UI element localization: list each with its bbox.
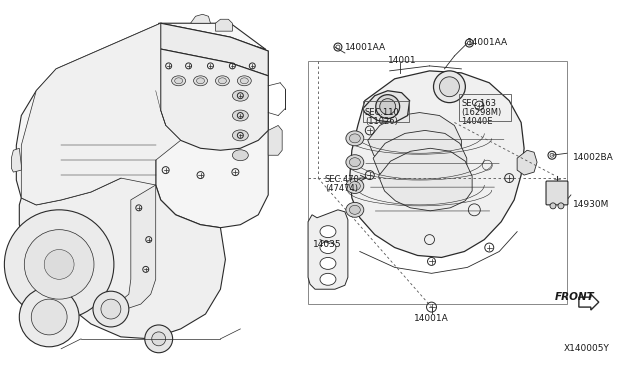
Ellipse shape <box>346 179 364 193</box>
Polygon shape <box>186 39 265 165</box>
Circle shape <box>550 203 556 209</box>
Ellipse shape <box>232 110 248 121</box>
Bar <box>460 94 511 122</box>
Polygon shape <box>363 91 410 122</box>
Polygon shape <box>268 125 282 155</box>
Text: 14040E: 14040E <box>461 116 493 125</box>
Text: 14001AA: 14001AA <box>345 43 386 52</box>
Bar <box>363 101 408 122</box>
Ellipse shape <box>346 131 364 146</box>
Polygon shape <box>191 14 211 23</box>
Ellipse shape <box>172 76 186 86</box>
Text: 14035: 14035 <box>313 240 342 248</box>
Ellipse shape <box>349 182 360 190</box>
Polygon shape <box>21 23 180 205</box>
Ellipse shape <box>346 155 364 170</box>
Polygon shape <box>350 71 524 257</box>
Circle shape <box>440 77 460 97</box>
Ellipse shape <box>196 78 205 84</box>
Ellipse shape <box>241 78 248 84</box>
Ellipse shape <box>193 76 207 86</box>
Polygon shape <box>517 150 537 175</box>
Polygon shape <box>111 185 156 309</box>
Circle shape <box>145 325 173 353</box>
Polygon shape <box>216 19 232 31</box>
Ellipse shape <box>349 134 360 143</box>
Text: 14930M: 14930M <box>573 200 609 209</box>
Polygon shape <box>373 131 467 193</box>
Polygon shape <box>308 210 348 289</box>
Circle shape <box>44 250 74 279</box>
Text: SEC.470: SEC.470 <box>325 175 360 184</box>
Text: FRONT: FRONT <box>555 292 595 302</box>
Ellipse shape <box>216 76 229 86</box>
Ellipse shape <box>349 205 360 214</box>
Circle shape <box>24 230 94 299</box>
Circle shape <box>380 99 396 115</box>
Ellipse shape <box>320 257 336 269</box>
Ellipse shape <box>349 158 360 167</box>
Text: SEC.110: SEC.110 <box>365 108 399 116</box>
Circle shape <box>19 287 79 347</box>
FancyBboxPatch shape <box>546 181 568 205</box>
Ellipse shape <box>232 90 248 101</box>
Ellipse shape <box>320 273 336 285</box>
Circle shape <box>4 210 114 319</box>
Polygon shape <box>159 23 265 61</box>
Circle shape <box>558 203 564 209</box>
Ellipse shape <box>232 150 248 161</box>
Circle shape <box>376 95 399 119</box>
Text: X140005Y: X140005Y <box>564 344 610 353</box>
Text: (16298M): (16298M) <box>461 108 502 116</box>
Bar <box>308 61 567 304</box>
Polygon shape <box>579 294 599 310</box>
Text: 14001: 14001 <box>388 56 417 65</box>
Polygon shape <box>378 148 472 211</box>
Ellipse shape <box>320 226 336 238</box>
Text: 14001A: 14001A <box>414 314 449 323</box>
Ellipse shape <box>232 130 248 141</box>
Circle shape <box>152 332 166 346</box>
Ellipse shape <box>346 202 364 217</box>
Polygon shape <box>17 23 268 228</box>
Circle shape <box>433 71 465 103</box>
Polygon shape <box>19 160 225 339</box>
Polygon shape <box>368 113 461 175</box>
Polygon shape <box>161 23 268 76</box>
Polygon shape <box>12 148 21 172</box>
Circle shape <box>93 291 129 327</box>
Text: 14002BA: 14002BA <box>573 153 614 162</box>
Text: 14001AA: 14001AA <box>467 38 509 47</box>
Text: SEC.163: SEC.163 <box>461 99 497 108</box>
Polygon shape <box>161 49 268 150</box>
Text: (11026): (11026) <box>365 116 397 125</box>
Text: (47474): (47474) <box>325 184 358 193</box>
Ellipse shape <box>237 76 252 86</box>
Circle shape <box>31 299 67 335</box>
Ellipse shape <box>218 78 227 84</box>
Circle shape <box>101 299 121 319</box>
Ellipse shape <box>320 241 336 253</box>
Ellipse shape <box>175 78 182 84</box>
